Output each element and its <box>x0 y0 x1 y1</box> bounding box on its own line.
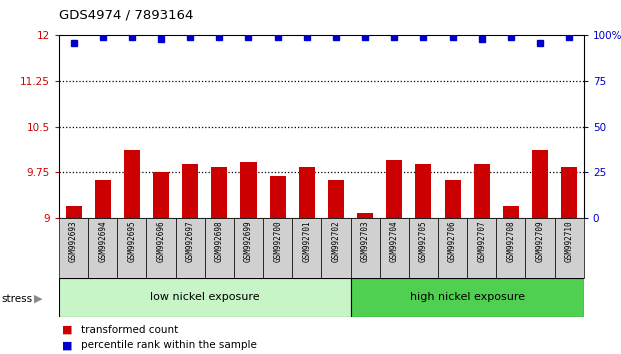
FancyBboxPatch shape <box>292 218 322 278</box>
FancyBboxPatch shape <box>409 218 438 278</box>
Text: GSM992695: GSM992695 <box>127 221 137 262</box>
FancyBboxPatch shape <box>59 218 88 278</box>
Text: GSM992710: GSM992710 <box>564 221 574 262</box>
Bar <box>503 206 519 218</box>
Text: GSM992694: GSM992694 <box>98 221 107 262</box>
Bar <box>182 164 198 218</box>
Text: GSM992698: GSM992698 <box>215 221 224 262</box>
Bar <box>445 180 461 218</box>
FancyBboxPatch shape <box>322 218 350 278</box>
Text: GSM992705: GSM992705 <box>419 221 428 262</box>
Bar <box>240 162 256 218</box>
Bar <box>211 167 227 218</box>
Bar <box>153 172 169 218</box>
FancyBboxPatch shape <box>438 218 467 278</box>
FancyBboxPatch shape <box>350 218 379 278</box>
FancyBboxPatch shape <box>467 218 496 278</box>
Bar <box>532 150 548 218</box>
Text: percentile rank within the sample: percentile rank within the sample <box>81 340 256 350</box>
Bar <box>328 180 344 218</box>
Bar <box>386 160 402 218</box>
FancyBboxPatch shape <box>59 278 350 317</box>
Bar <box>95 180 111 218</box>
FancyBboxPatch shape <box>525 218 555 278</box>
Text: stress: stress <box>1 294 32 304</box>
Text: GSM992701: GSM992701 <box>302 221 311 262</box>
Bar <box>474 164 490 218</box>
FancyBboxPatch shape <box>379 218 409 278</box>
Text: GSM992702: GSM992702 <box>332 221 340 262</box>
Text: GSM992706: GSM992706 <box>448 221 457 262</box>
Text: GSM992708: GSM992708 <box>506 221 515 262</box>
Bar <box>66 206 81 218</box>
FancyBboxPatch shape <box>205 218 234 278</box>
Text: GSM992704: GSM992704 <box>390 221 399 262</box>
FancyBboxPatch shape <box>147 218 176 278</box>
Text: low nickel exposure: low nickel exposure <box>150 292 260 302</box>
FancyBboxPatch shape <box>234 218 263 278</box>
Bar <box>357 213 373 218</box>
Bar <box>561 167 577 218</box>
FancyBboxPatch shape <box>555 218 584 278</box>
Bar <box>415 164 432 218</box>
Text: ■: ■ <box>62 340 73 350</box>
Bar <box>124 150 140 218</box>
FancyBboxPatch shape <box>350 278 584 317</box>
Text: ■: ■ <box>62 325 73 335</box>
Text: ▶: ▶ <box>34 294 43 304</box>
Text: GSM992700: GSM992700 <box>273 221 282 262</box>
FancyBboxPatch shape <box>496 218 525 278</box>
FancyBboxPatch shape <box>176 218 205 278</box>
Text: GSM992709: GSM992709 <box>535 221 545 262</box>
Bar <box>270 176 286 218</box>
Text: GSM992693: GSM992693 <box>69 221 78 262</box>
Text: GSM992697: GSM992697 <box>186 221 194 262</box>
Text: GSM992699: GSM992699 <box>244 221 253 262</box>
Text: GSM992703: GSM992703 <box>361 221 369 262</box>
Bar <box>299 167 315 218</box>
Text: GSM992707: GSM992707 <box>477 221 486 262</box>
Text: GDS4974 / 7893164: GDS4974 / 7893164 <box>59 9 193 22</box>
FancyBboxPatch shape <box>117 218 147 278</box>
Text: high nickel exposure: high nickel exposure <box>410 292 525 302</box>
Text: GSM992696: GSM992696 <box>156 221 166 262</box>
FancyBboxPatch shape <box>88 218 117 278</box>
Text: transformed count: transformed count <box>81 325 178 335</box>
FancyBboxPatch shape <box>263 218 292 278</box>
